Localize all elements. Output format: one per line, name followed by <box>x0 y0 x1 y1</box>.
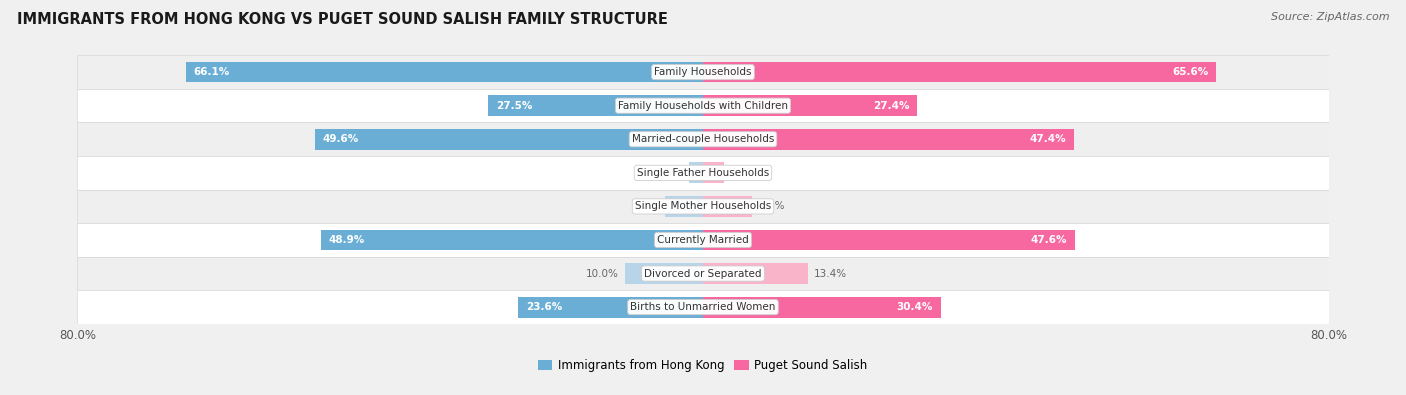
Bar <box>624 263 703 284</box>
Text: Married-couple Households: Married-couple Households <box>631 134 775 144</box>
Bar <box>77 190 1329 223</box>
Bar <box>703 129 1074 150</box>
Text: 10.0%: 10.0% <box>586 269 619 278</box>
Text: Source: ZipAtlas.com: Source: ZipAtlas.com <box>1271 12 1389 22</box>
Text: 1.8%: 1.8% <box>657 168 683 178</box>
Bar <box>488 95 703 116</box>
Bar <box>703 196 752 217</box>
Text: IMMIGRANTS FROM HONG KONG VS PUGET SOUND SALISH FAMILY STRUCTURE: IMMIGRANTS FROM HONG KONG VS PUGET SOUND… <box>17 12 668 27</box>
Text: Family Households: Family Households <box>654 67 752 77</box>
Text: 6.3%: 6.3% <box>758 201 785 211</box>
Bar <box>689 162 703 183</box>
Bar <box>77 122 1329 156</box>
Bar <box>321 229 703 250</box>
Text: Single Mother Households: Single Mother Households <box>636 201 770 211</box>
Text: 49.6%: 49.6% <box>323 134 359 144</box>
Text: 23.6%: 23.6% <box>526 302 562 312</box>
Text: 66.1%: 66.1% <box>194 67 231 77</box>
Bar <box>77 55 1329 89</box>
Bar <box>77 89 1329 122</box>
Text: 65.6%: 65.6% <box>1173 67 1208 77</box>
Bar <box>703 229 1076 250</box>
Text: Currently Married: Currently Married <box>657 235 749 245</box>
Bar <box>77 290 1329 324</box>
Bar <box>77 223 1329 257</box>
Text: 4.8%: 4.8% <box>633 201 659 211</box>
Text: 30.4%: 30.4% <box>897 302 934 312</box>
Bar <box>77 257 1329 290</box>
Bar <box>703 95 917 116</box>
Text: 47.6%: 47.6% <box>1031 235 1067 245</box>
Bar <box>77 156 1329 190</box>
Bar <box>315 129 703 150</box>
Bar <box>703 263 808 284</box>
Text: 2.7%: 2.7% <box>730 168 756 178</box>
Bar <box>703 62 1216 83</box>
Text: Family Households with Children: Family Households with Children <box>619 101 787 111</box>
Bar <box>519 297 703 318</box>
Text: Divorced or Separated: Divorced or Separated <box>644 269 762 278</box>
Text: 27.4%: 27.4% <box>873 101 910 111</box>
Text: 13.4%: 13.4% <box>814 269 848 278</box>
Bar <box>665 196 703 217</box>
Text: Single Father Households: Single Father Households <box>637 168 769 178</box>
Text: 47.4%: 47.4% <box>1029 134 1066 144</box>
Text: Births to Unmarried Women: Births to Unmarried Women <box>630 302 776 312</box>
Bar <box>703 297 941 318</box>
Bar <box>703 162 724 183</box>
Bar <box>186 62 703 83</box>
Text: 27.5%: 27.5% <box>496 101 531 111</box>
Legend: Immigrants from Hong Kong, Puget Sound Salish: Immigrants from Hong Kong, Puget Sound S… <box>533 355 873 377</box>
Text: 48.9%: 48.9% <box>329 235 364 245</box>
